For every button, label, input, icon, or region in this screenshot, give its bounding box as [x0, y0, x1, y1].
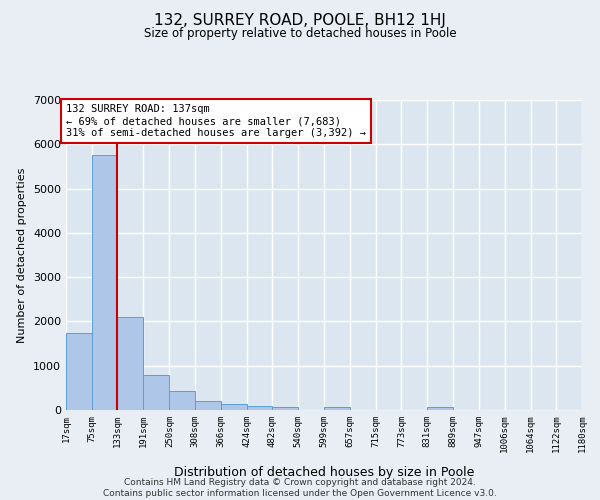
X-axis label: Distribution of detached houses by size in Poole: Distribution of detached houses by size … — [174, 466, 474, 479]
Text: Contains HM Land Registry data © Crown copyright and database right 2024.
Contai: Contains HM Land Registry data © Crown c… — [103, 478, 497, 498]
Bar — [143, 374, 169, 410]
Bar — [247, 406, 272, 410]
Text: 132, SURREY ROAD, POOLE, BH12 1HJ: 132, SURREY ROAD, POOLE, BH12 1HJ — [154, 12, 446, 28]
Bar — [324, 408, 350, 410]
Bar — [427, 408, 453, 410]
Y-axis label: Number of detached properties: Number of detached properties — [17, 168, 28, 342]
Bar — [221, 404, 247, 410]
Bar — [92, 156, 118, 410]
Bar — [118, 317, 143, 410]
Bar — [169, 391, 195, 410]
Bar — [272, 407, 298, 410]
Text: 132 SURREY ROAD: 137sqm
← 69% of detached houses are smaller (7,683)
31% of semi: 132 SURREY ROAD: 137sqm ← 69% of detache… — [66, 104, 366, 138]
Text: Size of property relative to detached houses in Poole: Size of property relative to detached ho… — [143, 28, 457, 40]
Bar — [66, 332, 92, 410]
Bar — [195, 401, 221, 410]
